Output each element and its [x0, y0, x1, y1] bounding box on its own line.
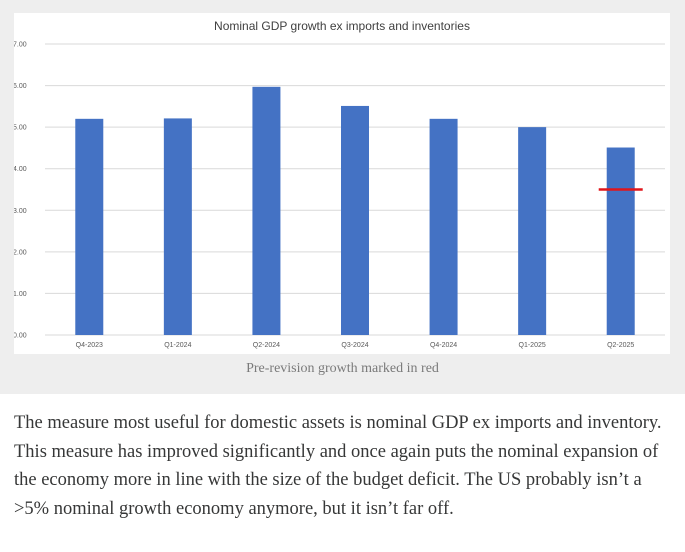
bar-q2-2024 — [252, 86, 281, 335]
chart-title: Nominal GDP growth ex imports and invent… — [214, 19, 470, 33]
y-tick-label: 7.00 — [14, 42, 27, 49]
y-tick-label: 0.00 — [14, 333, 27, 340]
figure-caption: Pre-revision growth marked in red — [246, 361, 439, 376]
bar-chart: Nominal GDP growth ex imports and invent… — [14, 19, 665, 349]
chart-panel: Nominal GDP growth ex imports and invent… — [14, 13, 670, 354]
bar-q1-2025 — [518, 127, 547, 336]
y-tick-label: 6.00 — [14, 83, 27, 90]
bar-q4-2023 — [75, 118, 104, 335]
bar-q4-2024 — [429, 118, 458, 335]
bars — [75, 86, 635, 336]
x-tick-label: Q1-2024 — [164, 342, 191, 349]
x-tick-label: Q3-2024 — [341, 342, 368, 349]
x-tick-label: Q2-2024 — [253, 342, 280, 349]
x-tick-label: Q4-2023 — [76, 342, 103, 349]
bar-q3-2024 — [341, 105, 369, 335]
y-tick-label: 2.00 — [14, 249, 27, 256]
body-paragraph: The measure most useful for domestic ass… — [14, 413, 662, 519]
x-axis-ticks: Q4-2023 Q1-2024 Q2-2024 Q3-2024 Q4-2024 Q1-20… — [76, 342, 635, 349]
bar-q1-2024 — [163, 118, 192, 335]
x-tick-label: Q1-2025 — [519, 342, 546, 349]
y-tick-label: 3.00 — [14, 208, 27, 215]
x-tick-label: Q2-2025 — [607, 342, 634, 349]
y-tick-label: 5.00 — [14, 125, 27, 132]
y-tick-label: 4.00 — [14, 166, 27, 173]
bar-q2-2025 — [606, 147, 635, 335]
y-axis-ticks: 0.00 1.00 2.00 3.00 4.00 5.00 6.00 7.00 — [14, 42, 27, 340]
x-tick-label: Q4-2024 — [430, 342, 457, 349]
y-tick-label: 1.00 — [14, 291, 27, 298]
figure: Nominal GDP growth ex imports and invent… — [0, 0, 685, 394]
